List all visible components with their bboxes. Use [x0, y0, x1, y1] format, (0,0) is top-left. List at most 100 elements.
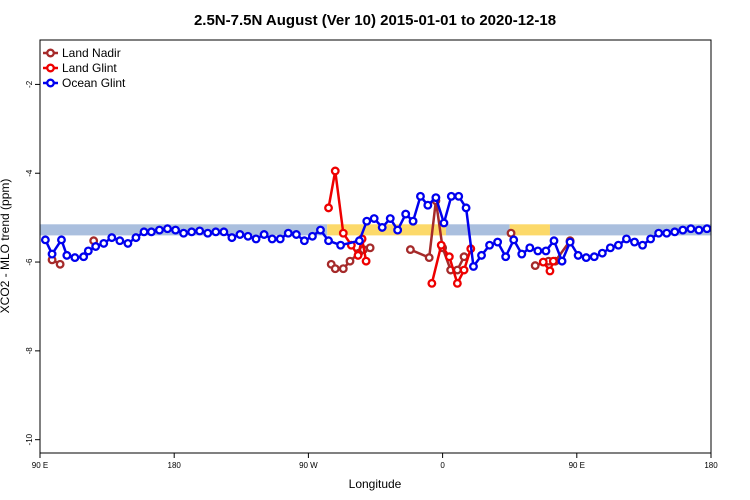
data-point [353, 250, 363, 260]
data-point [259, 230, 269, 239]
data-point [307, 231, 317, 241]
x-tick-label: 90 E [569, 461, 585, 470]
data-point [581, 253, 591, 263]
data-point [316, 225, 325, 235]
mask-band [509, 224, 550, 236]
data-point [694, 225, 704, 235]
data-point [589, 252, 599, 262]
legend-label: Ocean Glint [62, 76, 126, 90]
data-point [291, 230, 301, 239]
legend-item: Land Nadir [43, 46, 121, 60]
data-point [115, 236, 125, 246]
data-point [131, 233, 141, 243]
series-line [327, 170, 368, 262]
data-point [469, 262, 478, 271]
y-tick-label: -8 [25, 347, 34, 355]
data-point [47, 249, 57, 259]
data-point [549, 236, 559, 246]
data-point [171, 225, 180, 235]
data-point [338, 228, 348, 238]
data-point [416, 191, 425, 201]
legend-item: Ocean Glint [43, 76, 126, 90]
data-point [493, 237, 503, 247]
data-point [57, 235, 66, 245]
data-point [187, 227, 197, 237]
data-point [336, 240, 346, 250]
data-point [243, 231, 253, 241]
data-point [517, 249, 527, 259]
y-tick-label: -10 [25, 433, 34, 445]
data-point [107, 233, 117, 243]
data-point [686, 224, 696, 234]
data-point [548, 256, 558, 266]
data-point [227, 233, 237, 243]
legend-label: Land Glint [62, 61, 117, 75]
legend-marker [46, 78, 55, 88]
data-point [62, 250, 72, 260]
data-point [573, 250, 583, 260]
data-point [219, 227, 229, 237]
plot-frame [39, 39, 712, 454]
y-axis: -10 -8 -6 -4 -2 [25, 80, 40, 445]
data-point [55, 259, 65, 269]
data-point [622, 234, 631, 244]
data-point [79, 252, 89, 262]
data-point [393, 225, 403, 235]
data-point [330, 166, 340, 176]
x-tick-label: 90 W [299, 461, 318, 470]
data-point [613, 240, 623, 250]
data-point [91, 242, 101, 251]
data-point [369, 214, 379, 223]
data-point [235, 230, 245, 239]
series-layer [40, 166, 712, 288]
data-point [324, 236, 333, 246]
data-point [452, 278, 462, 288]
data-point [283, 228, 293, 238]
data-point [439, 218, 449, 228]
data-point [459, 265, 469, 275]
data-point [670, 227, 680, 237]
data-point [275, 234, 285, 244]
data-point [446, 191, 456, 201]
data-point [362, 216, 372, 226]
data-point [702, 224, 712, 234]
data-point [431, 193, 441, 203]
data-point [99, 238, 109, 248]
data-point [195, 226, 205, 236]
data-point [146, 227, 156, 237]
data-point [477, 250, 486, 260]
data-point [525, 243, 535, 253]
data-point [424, 253, 434, 263]
data-point [163, 224, 172, 234]
data-point [267, 234, 277, 244]
data-point [427, 278, 437, 288]
data-point [461, 203, 471, 213]
x-axis: 90 E 180 90 W 0 90 E 180 [32, 453, 718, 470]
data-point [533, 246, 543, 256]
data-point [485, 240, 495, 250]
data-point [154, 225, 164, 235]
data-point [361, 256, 371, 266]
data-point [330, 264, 340, 274]
legend-marker [46, 63, 55, 73]
chart-title: 2.5N-7.5N August (Ver 10) 2015-01-01 to … [194, 12, 556, 29]
data-point [501, 252, 511, 262]
data-point [541, 246, 551, 256]
mask-band [549, 224, 711, 236]
y-axis-label: XCO2 - MLO trend (ppm) [0, 179, 12, 314]
data-point [538, 257, 548, 267]
y-tick-label: -6 [25, 258, 34, 266]
data-point [377, 222, 387, 232]
data-point [405, 245, 415, 255]
data-point [299, 236, 309, 246]
data-point [179, 228, 189, 238]
legend-label: Land Nadir [62, 46, 121, 60]
data-point [654, 228, 664, 238]
data-point [401, 209, 411, 219]
series-line [430, 242, 472, 287]
data-point [365, 243, 375, 253]
mask-band [445, 224, 510, 236]
data-point [251, 234, 261, 244]
